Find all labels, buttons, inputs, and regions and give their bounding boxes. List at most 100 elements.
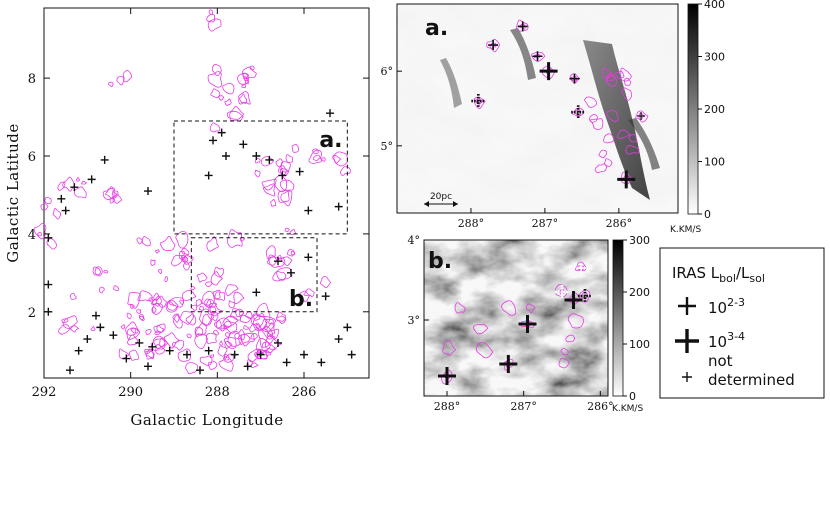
iras-source [44, 233, 53, 242]
iras-source [135, 338, 144, 347]
co-contour [303, 288, 315, 297]
co-contour [262, 326, 273, 340]
co-contour [196, 272, 208, 283]
iras-source [304, 253, 313, 262]
co-contour [290, 250, 296, 256]
colorbar-tick-label: 0 [704, 208, 711, 221]
co-contour [194, 326, 204, 338]
panel-contour [594, 163, 608, 174]
co-contour [280, 190, 293, 207]
x-tick-label: 288 [205, 385, 230, 400]
colorbar-tick-label: 300 [704, 51, 725, 64]
colorbar-tick-label: 100 [629, 338, 650, 351]
main-plot: a. b. 292 290 288 286 2 4 6 8 Galactic Longitud… [4, 7, 370, 429]
panel-b-sources [438, 263, 592, 385]
co-contour [266, 322, 276, 335]
source-high [438, 367, 456, 385]
iras-source [274, 338, 282, 347]
panel-contour [628, 134, 638, 143]
panel-contour [554, 284, 568, 298]
co-contour [52, 208, 62, 220]
co-contour [183, 261, 191, 271]
iras-source [326, 109, 334, 118]
legend-title-mid: /L [736, 264, 750, 282]
co-contour [213, 266, 225, 278]
panel-contour [602, 67, 613, 79]
iras-source [109, 331, 118, 340]
panel-contour [565, 334, 576, 343]
panel-b-colorbar-unit: K.KM/S [612, 404, 643, 414]
panel-contour [572, 107, 585, 117]
source-dotted [471, 94, 486, 109]
iras-source [74, 346, 83, 355]
legend-entry-undetermined: not determined [682, 352, 795, 389]
main-zoom-boxes: a. b. [173, 120, 348, 313]
y-tick-label: 2 [28, 306, 36, 321]
co-contour [154, 330, 161, 336]
co-contour [277, 165, 287, 176]
co-contour [109, 197, 116, 204]
co-contour [227, 330, 242, 347]
panel-contour [615, 70, 625, 79]
co-contour [172, 339, 185, 351]
co-contour [243, 325, 249, 330]
co-contour [267, 328, 280, 340]
co-contour [159, 338, 169, 348]
co-contour [252, 313, 268, 332]
co-contour [171, 254, 183, 267]
co-contour [272, 270, 287, 282]
co-contour [98, 286, 105, 294]
panel-contour [503, 358, 514, 371]
co-contour [222, 315, 239, 327]
co-contour [145, 348, 155, 358]
co-contour [199, 355, 213, 366]
panel-contour [486, 38, 501, 53]
co-contour [179, 311, 195, 325]
co-contour [158, 268, 163, 274]
co-contour [173, 313, 183, 329]
co-contour [69, 292, 77, 300]
co-contour [175, 231, 189, 249]
co-contour [37, 231, 42, 237]
co-contour [276, 267, 293, 280]
iras-source [209, 136, 217, 145]
panel-contour [621, 87, 633, 101]
co-contour [279, 167, 290, 177]
co-contour [249, 65, 255, 71]
co-contour [144, 348, 151, 355]
colorbar-tick-label: 400 [704, 0, 725, 11]
co-contour [261, 178, 277, 191]
legend-entry-high-sup: 3-4 [727, 330, 745, 343]
x-axis-label: Galactic Longitude [130, 411, 283, 429]
iras-source [295, 167, 304, 176]
co-contour [122, 70, 133, 83]
co-contour [125, 321, 141, 340]
iras-source [57, 194, 66, 203]
co-contour [136, 309, 142, 314]
legend-title-sub1: bol [719, 272, 736, 285]
co-contour [210, 312, 219, 322]
co-contour [216, 317, 232, 330]
iras-source [70, 183, 79, 192]
panel-a-x-ticks: 288° 287° 286° [458, 208, 632, 230]
co-contour [255, 157, 261, 164]
co-contour [203, 298, 212, 306]
co-contour [224, 320, 238, 334]
co-contour [233, 291, 245, 304]
co-contour [179, 299, 184, 305]
panel-y-tick-label: 4° [408, 234, 421, 247]
panel-contour [616, 129, 631, 139]
panel-contour [574, 261, 587, 272]
iras-source [92, 311, 100, 320]
panel-a: a. 20pc 288° 287° 286° 5°6° 0100200300400 … [381, 0, 726, 235]
co-contour [152, 335, 166, 350]
iras-source [100, 155, 109, 164]
co-contour [190, 285, 196, 291]
co-contour [136, 237, 143, 245]
co-contour [165, 299, 179, 313]
co-contour [75, 177, 81, 182]
co-contour [159, 236, 176, 251]
iras-source [239, 140, 248, 149]
co-contour [259, 318, 275, 332]
colorbar-tick-label: 200 [629, 286, 650, 299]
